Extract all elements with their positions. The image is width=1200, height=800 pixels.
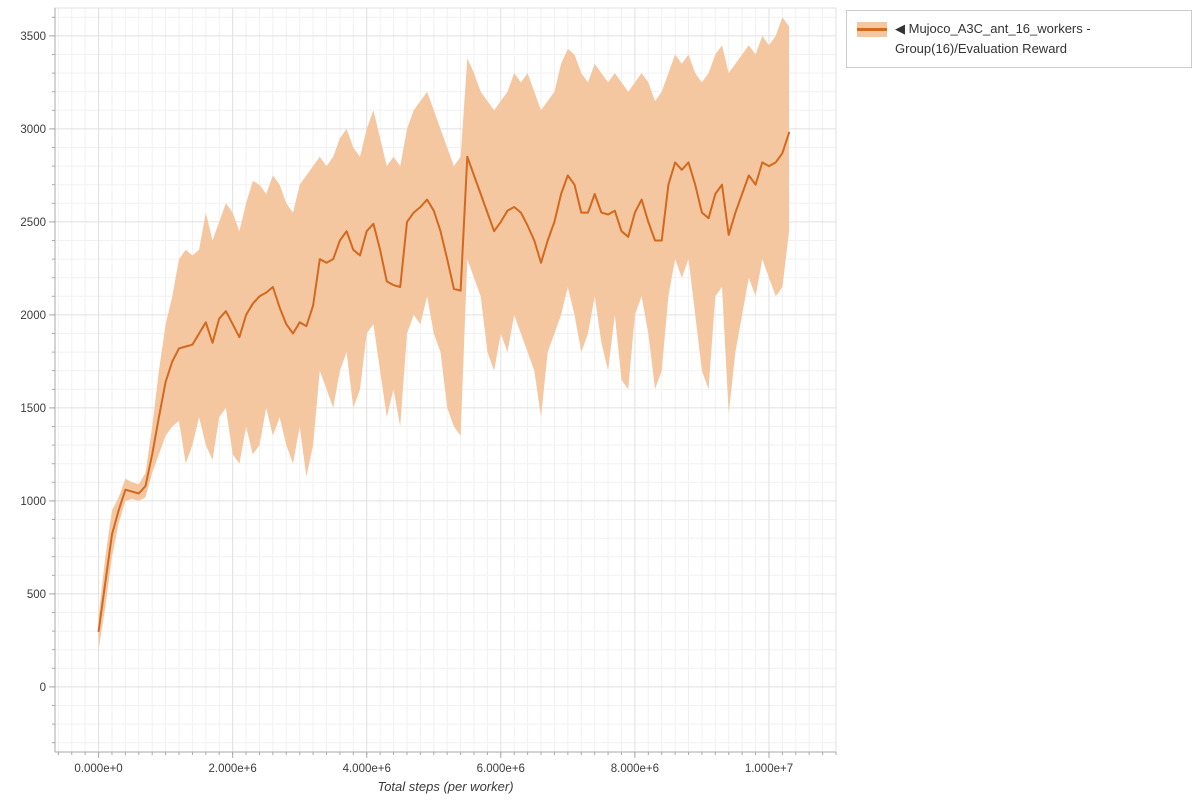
legend-entry-evaluation-reward[interactable]: ◀ Mujoco_A3C_ant_16_workers - Group(16)/… — [857, 19, 1181, 59]
reward-band — [98, 17, 790, 650]
x-tick-label: 8.000e+6 — [611, 763, 659, 775]
axes: 0.000e+0 2.000e+6 4.000e+6 6.000e+6 8.000e+6… — [20, 8, 837, 775]
x-axis-title: Total steps (per worker) — [377, 779, 514, 794]
y-tick-label: 2000 — [20, 310, 46, 322]
legend: ◀ Mujoco_A3C_ant_16_workers - Group(16)/… — [846, 10, 1192, 69]
reward-mean-line — [97, 131, 791, 633]
y-tick-label: 500 — [27, 589, 46, 601]
y-tick-label: 1500 — [20, 403, 46, 415]
legend-swatch-line-icon — [857, 28, 887, 31]
y-tick-label: 3000 — [20, 124, 46, 136]
y-tick-label: 3500 — [20, 31, 46, 43]
series-evaluation-reward — [97, 17, 791, 650]
x-tick-label: 1.000e+7 — [745, 763, 793, 775]
y-tick-label: 0 — [40, 682, 46, 694]
x-tick-label: 6.000e+6 — [477, 763, 525, 775]
y-tick-label: 1000 — [20, 496, 46, 508]
x-tick-label: 2.000e+6 — [209, 763, 257, 775]
legend-swatch — [857, 22, 887, 37]
x-tick-label: 4.000e+6 — [343, 763, 391, 775]
y-tick-label: 2500 — [20, 217, 46, 229]
legend-label: ◀ Mujoco_A3C_ant_16_workers - Group(16)/… — [895, 21, 1091, 57]
x-tick-label: 0.000e+0 — [74, 763, 122, 775]
